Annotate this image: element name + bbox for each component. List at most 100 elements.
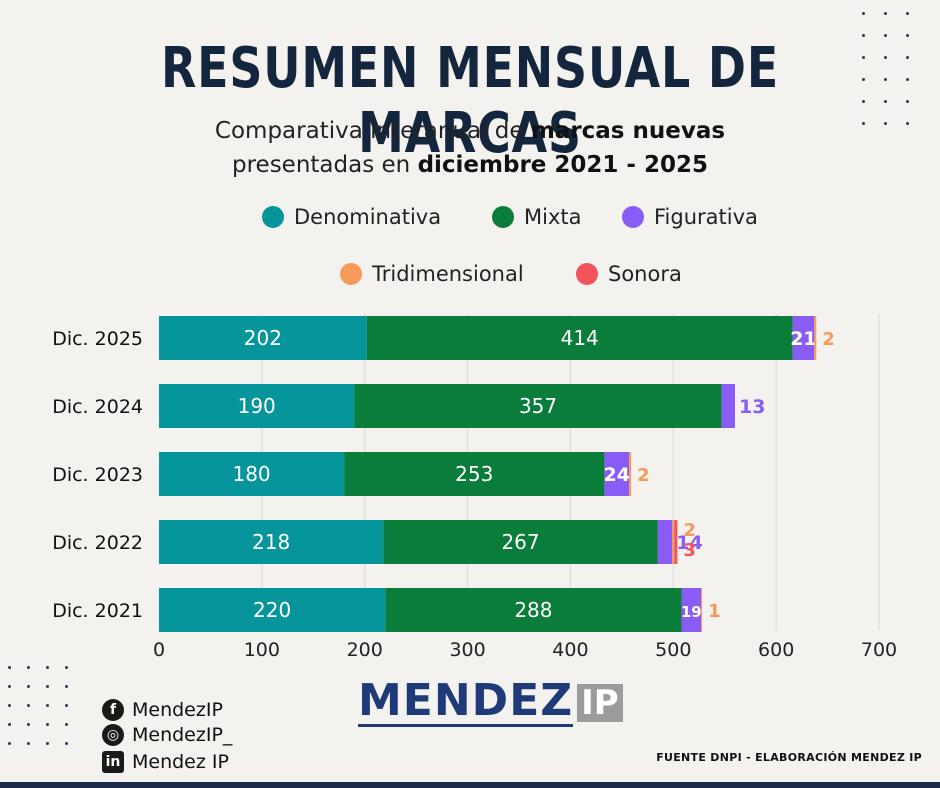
bar-segment-mixta — [383, 520, 658, 564]
decorative-dot-grid-bottom-left — [8, 666, 68, 745]
legend-swatch-mixta — [492, 206, 514, 228]
decorative-dot — [862, 12, 865, 15]
data-label: 414 — [561, 326, 599, 350]
decorative-dot — [8, 742, 11, 745]
decorative-dot — [884, 78, 887, 81]
decorative-dot — [906, 122, 909, 125]
data-label: 13 — [739, 396, 765, 418]
decorative-dot — [46, 723, 49, 726]
data-label: 253 — [455, 462, 493, 486]
social-linkedin-label: Mendez IP — [132, 751, 229, 773]
decorative-dot — [862, 56, 865, 59]
decorative-dot — [27, 704, 30, 707]
legend-swatch-figurativa — [622, 206, 644, 228]
social-instagram-label: MendezIP_ — [132, 724, 233, 746]
decorative-dot — [8, 666, 11, 669]
x-tick-label: 300 — [449, 639, 485, 661]
x-tick-label: 200 — [347, 639, 383, 661]
y-category-label: Dic. 2021 — [52, 600, 143, 622]
y-category-label: Dic. 2022 — [52, 532, 143, 554]
bar-segment-sonora — [674, 520, 678, 564]
decorative-dot — [65, 704, 68, 707]
decorative-dot — [46, 704, 49, 707]
decorative-dot — [65, 666, 68, 669]
page-title: RESUMEN MENSUAL DE MARCAS — [160, 36, 780, 166]
decorative-dot — [884, 100, 887, 103]
subtitle-line-1-text: Comparativa interanual de — [214, 118, 531, 144]
data-label: 180 — [232, 462, 270, 486]
data-label: 267 — [501, 530, 539, 554]
data-label: 21 — [790, 328, 816, 350]
decorative-dot — [65, 723, 68, 726]
legend-label-sonora: Sonora — [608, 262, 682, 286]
subtitle-line-2-bold: diciembre 2021 - 2025 — [417, 152, 708, 178]
bar-segment-denominativa — [159, 316, 367, 360]
decorative-dot — [27, 723, 30, 726]
x-tick-label: 600 — [758, 639, 794, 661]
legend-item-denominativa: Denominativa — [262, 205, 441, 229]
data-label: 3 — [683, 540, 696, 561]
decorative-dot — [27, 685, 30, 688]
source-note: FUENTE DNPI - ELABORACIÓN MENDEZ IP — [656, 751, 922, 764]
x-tick-label: 500 — [655, 639, 691, 661]
social-facebook[interactable]: f MendezIP — [102, 699, 223, 721]
data-label: 2 — [637, 465, 650, 486]
bar-segment-figurativa — [604, 452, 630, 496]
data-label: 357 — [519, 394, 557, 418]
decorative-dot — [46, 666, 49, 669]
mendez-ip-logo: MENDEZ IP — [358, 678, 623, 727]
legend-item-sonora: Sonora — [576, 262, 682, 286]
legend-swatch-denominativa — [262, 206, 284, 228]
instagram-icon: ◎ — [102, 724, 124, 746]
subtitle-line-1-bold: marcas nuevas — [530, 118, 726, 144]
data-label: 2 — [683, 520, 696, 541]
legend-swatch-sonora — [576, 263, 598, 285]
linkedin-icon: in — [102, 751, 124, 773]
facebook-icon: f — [102, 699, 124, 721]
legend-item-figurativa: Figurativa — [622, 205, 758, 229]
decorative-dot — [8, 704, 11, 707]
social-linkedin[interactable]: in Mendez IP — [102, 751, 229, 773]
legend-label-tridimensional: Tridimensional — [372, 262, 524, 286]
data-label: 2 — [822, 329, 835, 350]
social-instagram[interactable]: ◎ MendezIP_ — [102, 724, 232, 746]
legend-item-mixta: Mixta — [492, 205, 581, 229]
logo-wordmark: MENDEZ — [358, 675, 574, 727]
data-label: 24 — [604, 464, 630, 486]
data-label: 19 — [681, 603, 702, 621]
logo-badge: IP — [577, 683, 623, 722]
decorative-dot — [65, 742, 68, 745]
decorative-dot — [46, 685, 49, 688]
decorative-dot — [884, 34, 887, 37]
bar-segment-figurativa — [721, 384, 736, 428]
x-tick-label: 400 — [552, 639, 588, 661]
data-label: 218 — [252, 530, 290, 554]
decorative-dot — [27, 742, 30, 745]
data-label: 202 — [244, 326, 282, 350]
decorative-dot — [906, 34, 909, 37]
bar-segment-denominativa — [159, 384, 355, 428]
x-tick-label: 100 — [244, 639, 280, 661]
decorative-dot — [906, 100, 909, 103]
decorative-dot — [8, 685, 11, 688]
decorative-dot — [46, 742, 49, 745]
decorative-dot — [906, 12, 909, 15]
bar-segment-tridimensional — [672, 520, 675, 564]
legend-swatch-tridimensional — [340, 263, 362, 285]
x-tick-label: 0 — [153, 639, 165, 661]
bar-segment-mixta — [385, 588, 682, 632]
bar-segment-mixta — [344, 452, 605, 496]
y-category-label: Dic. 2023 — [52, 464, 143, 486]
data-label: 220 — [253, 598, 291, 622]
bar-segment-figurativa — [657, 520, 673, 564]
data-label: 288 — [514, 598, 552, 622]
bar-segment-tridimensional — [629, 452, 632, 496]
decorative-dot — [884, 12, 887, 15]
decorative-dot — [862, 122, 865, 125]
data-label: 190 — [238, 394, 276, 418]
subtitle-line-2: presentadas en diciembre 2021 - 2025 — [0, 152, 940, 178]
bar-segment-denominativa — [159, 588, 386, 632]
bar-segment-denominativa — [159, 520, 384, 564]
decorative-dot — [862, 34, 865, 37]
